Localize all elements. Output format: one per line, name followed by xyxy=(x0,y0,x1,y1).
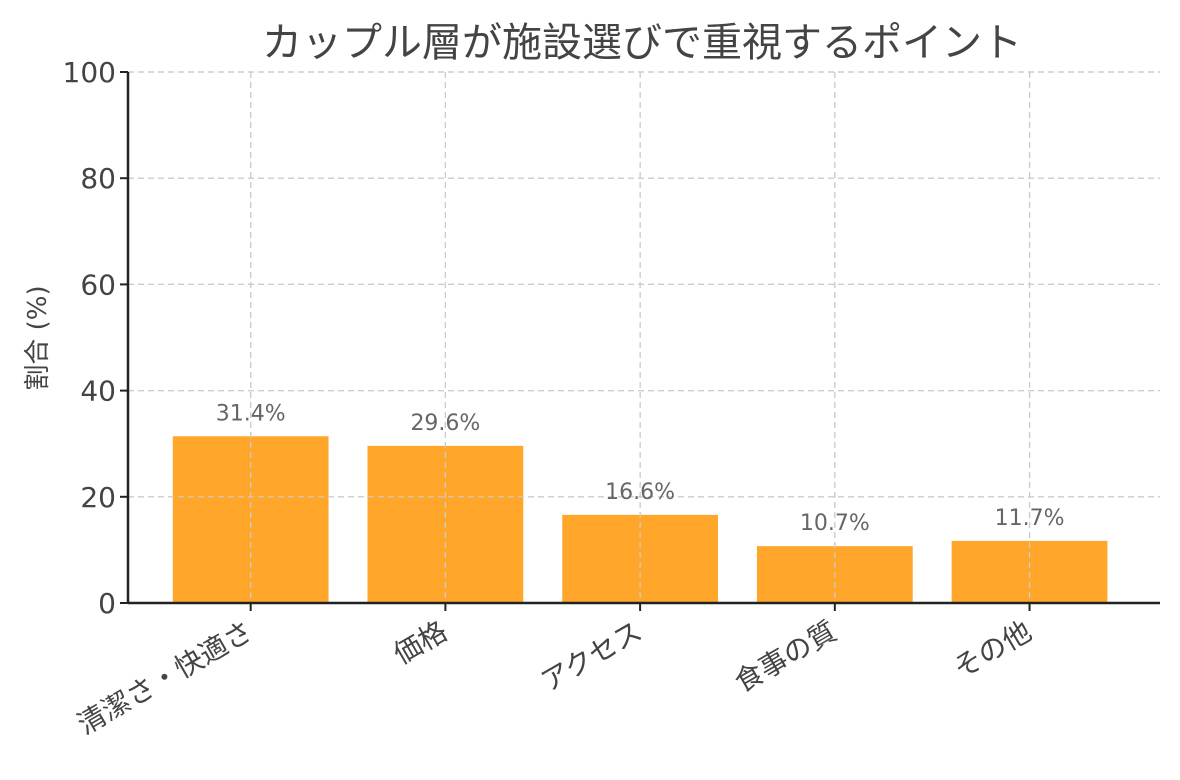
data-label: 11.7% xyxy=(995,506,1065,531)
y-tick-label: 0 xyxy=(98,587,116,620)
y-tick-label: 40 xyxy=(80,375,116,408)
data-label: 16.6% xyxy=(605,480,675,505)
data-label: 10.7% xyxy=(800,511,870,536)
data-label: 31.4% xyxy=(216,401,286,426)
x-tick-label: アクセス xyxy=(535,614,647,698)
x-tick-label: 食事の質 xyxy=(729,614,843,699)
axes xyxy=(126,72,1160,605)
x-tick-label: 価格 xyxy=(388,614,453,671)
y-tick-label: 100 xyxy=(63,56,116,89)
bar xyxy=(562,514,718,603)
ticks: 0 20 40 60 80 100 清潔さ・快適さ 価格 アクセス 食事の質 その他 xyxy=(63,56,1037,741)
data-label: 29.6% xyxy=(410,411,480,436)
y-axis-label: 割合 (%) xyxy=(23,285,53,390)
chart-title: カップル層が施設選びで重視するポイント xyxy=(262,20,1022,66)
y-tick-label: 20 xyxy=(80,481,116,514)
data-labels: 31.4% 29.6% 16.6% 10.7% 11.7% xyxy=(216,401,1065,536)
y-tick-label: 80 xyxy=(80,162,116,195)
y-tick-label: 60 xyxy=(80,268,116,301)
x-tick-label: 清潔さ・快適さ xyxy=(72,614,258,741)
bars xyxy=(128,71,1160,603)
x-tick-label: その他 xyxy=(948,614,1037,685)
